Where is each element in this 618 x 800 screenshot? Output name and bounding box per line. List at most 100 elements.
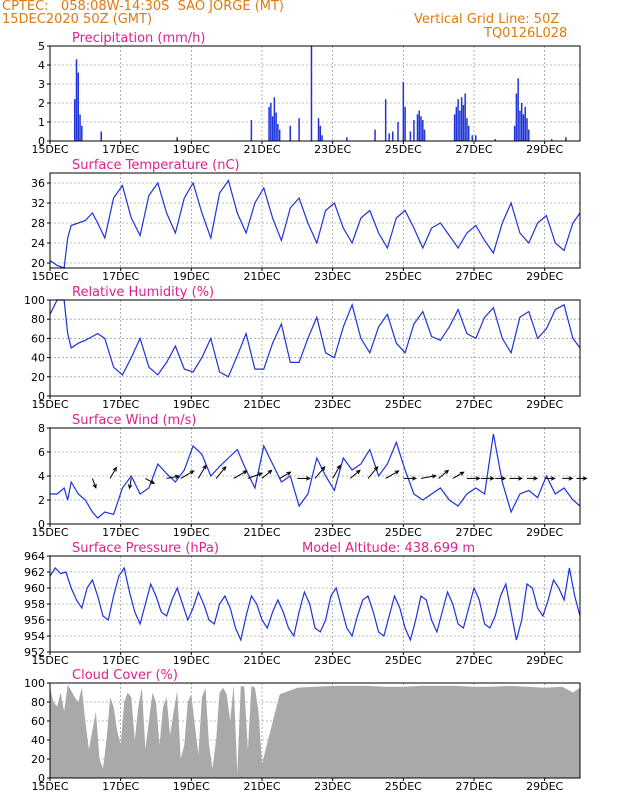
panel-rh: 0 20 40 60 80 100 15DEC 17DEC 19DEC 21DEC 23DEC 25D…	[24, 285, 581, 411]
y-tick-label: 100	[24, 677, 45, 690]
wind-arrow-shaft	[261, 469, 272, 479]
x-date-label: 27DEC	[455, 143, 492, 156]
header-run-time: 15DEC2020 50Z (GMT)	[2, 12, 153, 27]
wind-arrow-head	[489, 476, 495, 481]
pressure-line	[49, 566, 581, 642]
cloud-title: Cloud Cover (%)	[72, 668, 178, 683]
wind-arrow-head	[475, 476, 481, 481]
wind-arrow-shaft	[332, 465, 341, 479]
x-date-label: 19DEC	[173, 526, 210, 539]
x-date-label: 17DEC	[102, 526, 139, 539]
precip-bar	[275, 112, 277, 141]
wind-arrow-head	[518, 476, 523, 481]
y-tick-label: 4	[38, 470, 45, 483]
x-date-label: 25DEC	[385, 526, 422, 539]
x-date-label: 23DEC	[314, 270, 351, 283]
wind-arrow	[350, 469, 361, 479]
wind-arrow	[109, 466, 117, 479]
precip-bar	[346, 137, 348, 141]
x-date-label: 19DEC	[173, 398, 210, 411]
y-tick-label: 954	[24, 630, 45, 643]
precip-bar	[528, 129, 530, 141]
x-date-label: 25DEC	[385, 143, 422, 156]
wind-arrow-head	[257, 472, 264, 477]
precip-bar	[418, 110, 420, 141]
wind-arrow-shaft	[279, 471, 291, 479]
precip-bar	[273, 97, 276, 141]
wind-arrow-shaft	[215, 466, 227, 479]
wind-arrow-shaft	[314, 466, 326, 479]
wind-arrow-shaft	[197, 465, 207, 479]
panel-pressure: 952 954 956 958 960 962 964 15DEC 17DEC 19DEC 21DE…	[24, 541, 581, 667]
panel-frame	[49, 682, 581, 779]
y-tick-label: 2	[38, 97, 45, 110]
wind-arrow-head	[373, 466, 379, 471]
precip-bar	[416, 114, 419, 141]
wind-arrow-head	[174, 474, 181, 479]
wind-arrow	[247, 472, 264, 479]
wind-arrow	[438, 469, 450, 479]
y-tick-label: 80	[31, 313, 45, 326]
x-date-label: 29DEC	[526, 143, 563, 156]
wind-arrow	[261, 469, 273, 479]
wind-arrow	[420, 474, 437, 479]
wind-arrow-head	[568, 476, 574, 481]
y-tick-label: 80	[31, 696, 45, 709]
precip-bar	[81, 125, 83, 141]
precip-bar	[513, 125, 516, 141]
wind-arrow-head	[501, 476, 507, 481]
precip-bar	[475, 135, 477, 141]
x-date-label: 27DEC	[455, 654, 492, 667]
y-tick-label: 20	[31, 257, 45, 270]
x-date-label: 21DEC	[243, 270, 280, 283]
precip-bar	[464, 93, 466, 141]
x-date-label: 15DEC	[31, 270, 68, 283]
precip-bar	[270, 103, 272, 141]
y-tick-label: 964	[24, 550, 45, 563]
wind-arrow	[332, 464, 341, 479]
y-tick-label: 0	[38, 772, 45, 785]
wind-arrow-shaft	[91, 478, 97, 488]
x-date-label: 29DEC	[526, 526, 563, 539]
precip-bar	[520, 103, 523, 141]
x-date-label: 29DEC	[526, 270, 563, 283]
x-date-label: 15DEC	[31, 654, 68, 667]
x-date-label: 15DEC	[31, 780, 68, 793]
pressure-title: Surface Pressure (hPa)	[72, 541, 219, 556]
wind-arrow-shaft	[129, 478, 132, 489]
precip-bar	[268, 106, 270, 141]
wind-arrow-head	[336, 464, 341, 470]
wind-arrow	[91, 478, 97, 489]
precip-bar	[277, 123, 279, 141]
y-tick-label: 956	[24, 614, 45, 627]
precip-bar	[526, 118, 528, 141]
precip-bar	[100, 131, 102, 141]
precip-bar	[459, 110, 461, 141]
wind-arrow	[562, 476, 574, 481]
wind-arrow-shaft	[145, 477, 155, 484]
precip-bar	[519, 110, 521, 141]
x-date-label: 23DEC	[314, 780, 351, 793]
precip-bar	[250, 120, 253, 141]
y-tick-label: 60	[31, 332, 45, 345]
precip-bar	[565, 137, 567, 141]
precip-bar	[374, 129, 376, 141]
wind-arrow-head	[112, 466, 117, 472]
wind-arrow	[215, 466, 227, 479]
panel-cloud: 0 20 40 60 80 100 15DEC 17DEC 19DEC 21DEC 23DEC 25D…	[24, 668, 581, 793]
wind-arrow-head	[582, 476, 588, 481]
x-date-label: 19DEC	[173, 780, 210, 793]
wind-arrow-shaft	[420, 475, 436, 479]
wind-arrow-head	[242, 470, 248, 475]
wind-arrow	[180, 470, 195, 479]
x-date-label: 19DEC	[173, 654, 210, 667]
wind-arrow-head	[221, 466, 227, 471]
y-tick-label: 40	[31, 352, 45, 365]
precip-bar	[397, 122, 399, 141]
precip-bar	[494, 139, 496, 141]
wind-arrow	[385, 470, 400, 479]
x-date-label: 23DEC	[314, 143, 351, 156]
x-date-label: 15DEC	[31, 143, 68, 156]
x-date-label: 17DEC	[102, 270, 139, 283]
precip-bar	[402, 82, 405, 141]
